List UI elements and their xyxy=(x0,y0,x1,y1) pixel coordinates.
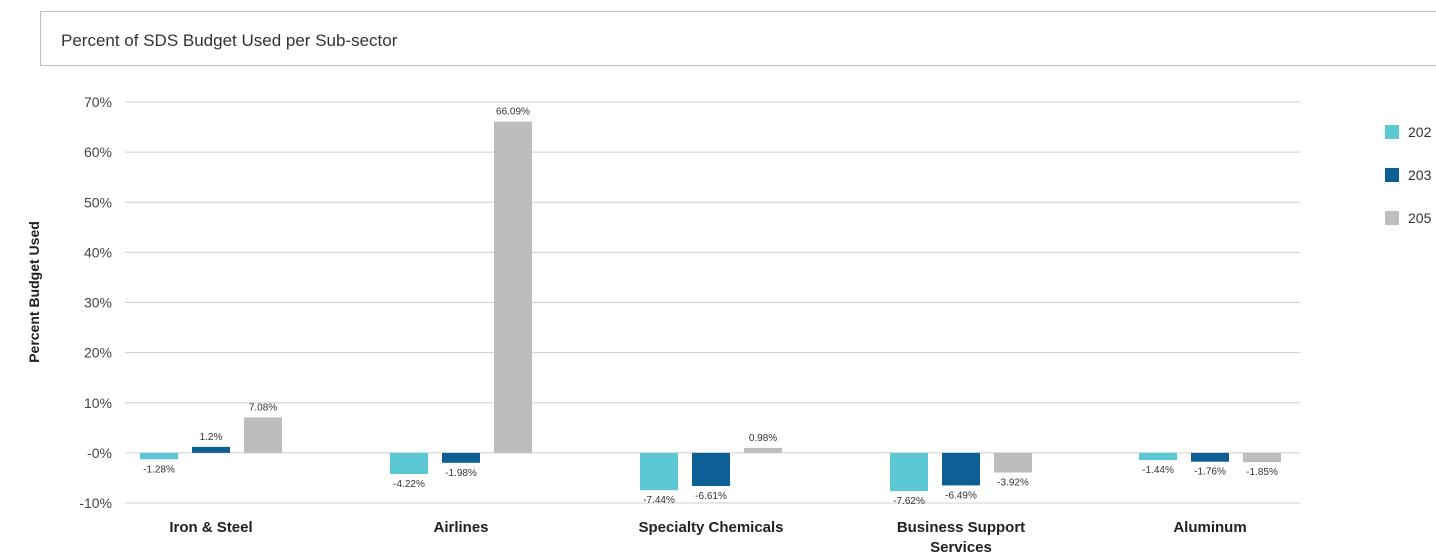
bar xyxy=(640,452,678,491)
bar xyxy=(442,452,480,463)
legend-item: 205 xyxy=(1385,210,1431,226)
x-tick-label: Services xyxy=(930,539,992,556)
legend-item: 202 xyxy=(1385,124,1431,140)
x-tick-label: Aluminum xyxy=(1173,519,1246,536)
bar xyxy=(744,447,782,453)
legend-label: 202 xyxy=(1408,124,1432,140)
data-label: -1.28% xyxy=(143,464,175,475)
y-tick-label: 30% xyxy=(84,295,112,311)
data-label: -1.85% xyxy=(1246,467,1278,478)
data-label: 0.98% xyxy=(749,433,777,444)
legend-item: 203 xyxy=(1385,167,1431,183)
data-label: -3.92% xyxy=(997,478,1029,489)
data-label: -1.76% xyxy=(1194,467,1226,478)
bar xyxy=(390,452,428,475)
legend-label: 203 xyxy=(1408,167,1432,183)
y-tick-label: 40% xyxy=(84,244,112,260)
y-tick-label: 10% xyxy=(84,395,112,411)
bar xyxy=(494,121,532,453)
y-tick-label: -0% xyxy=(87,445,112,461)
bar xyxy=(1243,452,1281,463)
data-label: 7.08% xyxy=(249,402,277,413)
y-tick-label: 70% xyxy=(84,94,112,110)
data-label: 66.09% xyxy=(496,107,530,118)
data-label: -1.44% xyxy=(1142,465,1174,476)
y-tick-label: -10% xyxy=(79,495,112,511)
bar xyxy=(692,452,730,487)
bar xyxy=(890,452,928,492)
data-label: -7.44% xyxy=(643,495,675,506)
y-tick-label: 50% xyxy=(84,194,112,210)
legend-swatch xyxy=(1385,168,1399,182)
x-tick-label: Iron & Steel xyxy=(169,519,252,536)
legend-label: 205 xyxy=(1408,210,1432,226)
bar xyxy=(244,417,282,453)
chart-title: Percent of SDS Budget Used per Sub-secto… xyxy=(61,31,398,50)
bar xyxy=(994,452,1032,473)
bar xyxy=(140,452,178,460)
bar xyxy=(192,446,230,453)
x-tick-label: Specialty Chemicals xyxy=(638,519,783,536)
y-tick-label: 20% xyxy=(84,345,112,361)
data-label: 1.2% xyxy=(200,432,223,443)
bar xyxy=(942,452,980,486)
legend-swatch xyxy=(1385,125,1399,139)
bar xyxy=(1139,452,1177,461)
y-tick-label: 60% xyxy=(84,144,112,160)
data-label: -1.98% xyxy=(445,468,477,479)
bar xyxy=(1191,452,1229,462)
x-tick-label: Business Support xyxy=(897,519,1025,536)
data-label: -6.49% xyxy=(945,490,977,501)
chart-title-box: Percent of SDS Budget Used per Sub-secto… xyxy=(40,11,1436,66)
x-tick-label: Airlines xyxy=(433,519,488,536)
data-label: -7.62% xyxy=(893,496,925,507)
legend-swatch xyxy=(1385,211,1399,225)
data-label: -4.22% xyxy=(393,479,425,490)
data-label: -6.61% xyxy=(695,491,727,502)
